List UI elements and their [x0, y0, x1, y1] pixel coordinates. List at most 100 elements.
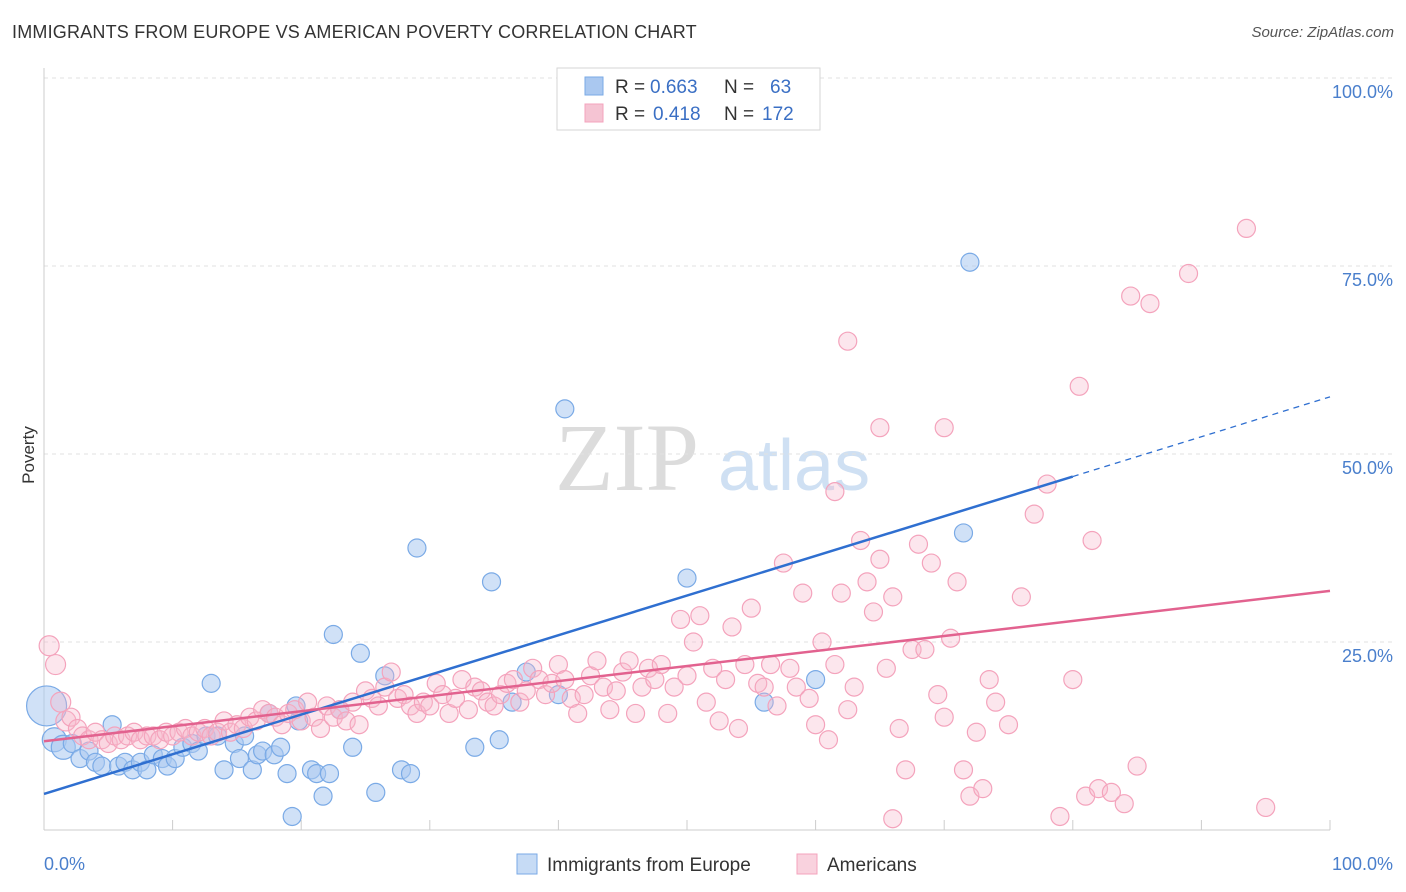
point-americans-165 [838, 331, 858, 351]
watermark-zip: ZIP [555, 404, 699, 511]
point-americans-147 [979, 669, 999, 690]
point-americans-73 [503, 669, 523, 690]
point-europe-35 [282, 806, 302, 827]
point-americans-114 [767, 696, 787, 716]
legend-swatch-europe [584, 76, 604, 96]
point-americans-43 [310, 718, 331, 739]
point-americans-132 [883, 587, 903, 607]
point-americans-151 [1024, 504, 1044, 524]
point-americans-102 [690, 606, 710, 626]
point-americans-88 [600, 700, 620, 720]
point-americans-168 [1178, 263, 1199, 284]
point-americans-126 [844, 677, 864, 697]
point-americans-105 [709, 711, 729, 731]
legend-swatch-americans [584, 103, 604, 123]
point-europe-46 [366, 782, 386, 803]
point-americans-157 [1101, 782, 1121, 803]
point-americans-119 [799, 688, 819, 709]
point-europe-45 [350, 643, 370, 663]
point-americans-84 [574, 685, 594, 705]
point-americans-98 [664, 677, 684, 697]
trend-line-europe [43, 475, 1074, 796]
point-americans-161 [1069, 376, 1089, 396]
point-americans-99 [670, 609, 691, 630]
point-americans-163 [934, 418, 954, 438]
grid-lines [44, 77, 1393, 643]
point-americans-118 [793, 583, 813, 603]
point-europe-7 [92, 756, 112, 776]
point-americans-71 [490, 685, 511, 705]
legend-bottom-label-americans: Americans [827, 855, 917, 876]
point-americans-150 [1011, 587, 1031, 607]
y-axis-label: Poverty [19, 426, 38, 484]
point-americans-1 [44, 653, 67, 676]
y-tick-label-0: 25.0% [1342, 646, 1393, 666]
legend-r-value-americans: 0.418 [653, 104, 701, 125]
point-americans-164 [870, 418, 890, 438]
point-americans-167 [1121, 286, 1141, 306]
point-americans-101 [683, 632, 704, 652]
point-americans-120 [805, 715, 826, 735]
trend-line-europe-extension [1072, 396, 1331, 478]
y-tick-label-2: 75.0% [1342, 270, 1393, 290]
point-americans-171 [1256, 797, 1276, 818]
point-americans-154 [1063, 669, 1083, 690]
point-americans-61 [426, 673, 446, 693]
point-americans-91 [619, 651, 639, 671]
point-europe-58 [754, 692, 774, 712]
point-americans-142 [947, 572, 967, 592]
point-americans-160 [1140, 294, 1160, 314]
point-americans-138 [921, 553, 941, 573]
point-europe-59 [805, 669, 826, 690]
point-europe-22 [201, 673, 221, 693]
point-americans-103 [696, 692, 716, 712]
point-europe-26 [229, 748, 250, 769]
point-americans-145 [966, 722, 986, 742]
point-americans-124 [831, 583, 851, 603]
point-americans-89 [606, 681, 626, 701]
point-americans-134 [896, 760, 916, 780]
x-tick-label-1: 100.0% [1332, 854, 1393, 874]
point-europe-50 [407, 538, 427, 558]
point-americans-139 [928, 685, 948, 705]
point-americans-86 [587, 651, 607, 671]
point-americans-112 [754, 677, 774, 697]
legend-n-value-americans: 172 [762, 104, 794, 125]
point-europe-33 [271, 737, 291, 757]
point-americans-133 [889, 718, 909, 739]
point-americans-128 [857, 572, 877, 592]
data-points [25, 218, 1276, 829]
point-americans-74 [510, 692, 530, 712]
point-americans-97 [658, 703, 678, 724]
point-americans-57 [400, 696, 421, 716]
point-americans-107 [722, 617, 742, 637]
point-americans-149 [998, 715, 1019, 735]
point-americans-106 [715, 669, 736, 690]
source-credit: Source: ZipAtlas.com [1251, 24, 1394, 41]
point-americans-0 [38, 635, 60, 657]
legend-top: R = 0.663 N = 63 R = 0.418 N = 172 [556, 67, 821, 131]
point-americans-143 [953, 760, 974, 780]
point-americans-131 [876, 658, 896, 678]
point-americans-129 [863, 602, 884, 622]
point-americans-76 [523, 658, 543, 678]
point-americans-141 [941, 628, 961, 648]
point-americans-162 [1082, 530, 1102, 551]
point-americans-137 [915, 639, 935, 660]
legend-r-label-europe: R = [615, 77, 645, 98]
point-americans-123 [825, 654, 845, 675]
x-tick-label-0: 0.0% [44, 854, 85, 874]
legend-n-value-europe: 63 [770, 77, 791, 98]
point-europe-53 [489, 730, 509, 750]
chart-title: IMMIGRANTS FROM EUROPE VS AMERICAN POVER… [12, 22, 697, 42]
point-europe-24 [214, 760, 234, 780]
point-europe-57 [677, 568, 697, 588]
legend-n-label-europe: N = [724, 77, 754, 98]
legend-n-label-americans: N = [724, 104, 754, 125]
point-americans-166 [825, 482, 845, 502]
point-europe-61 [555, 399, 575, 419]
point-americans-140 [934, 707, 954, 727]
point-americans-169 [1236, 218, 1257, 238]
point-europe-51 [465, 737, 485, 757]
